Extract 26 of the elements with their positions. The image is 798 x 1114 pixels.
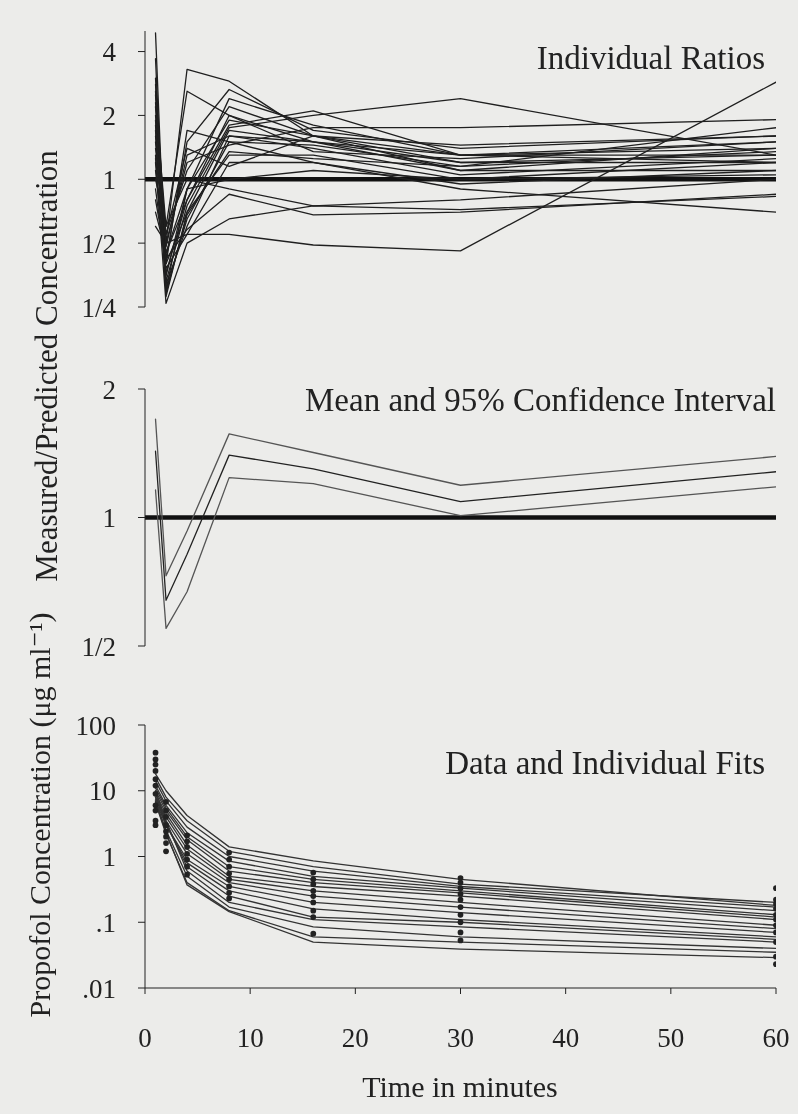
y-tick-label: 2 [102,101,116,131]
y-tick-label: 100 [75,710,116,741]
x-tick-label: 30 [447,1023,474,1054]
y-axis-title: Measured/Predicted Concentration [28,150,64,582]
y-tick-label: .01 [82,973,116,1004]
y-axis-title: Propofol Concentration (μg ml⁻¹) [23,612,56,1018]
y-tick-label: 1 [102,503,116,534]
y-tick-label: 10 [89,776,116,807]
y-tick-label: 1/4 [81,292,117,323]
chart-title: Individual Ratios [536,40,765,76]
chart-title: Mean and 95% Confidence Interval [305,382,776,418]
y-tick-label: 1 [102,842,116,873]
y-tick-label: 4 [102,37,117,68]
y-tick-label: .1 [95,907,116,938]
x-tick-label: 50 [657,1023,685,1054]
x-tick-label: 60 [762,1023,790,1054]
y-tick-label: 1/2 [81,228,116,259]
x-tick-label: 10 [236,1023,264,1054]
y-tick-label: 1 [102,164,116,195]
text: Data and Individual Fits [445,745,765,781]
y-tick-label: 1/2 [81,631,116,662]
y-tick-label: 2 [102,374,116,405]
x-tick-label: 20 [341,1023,369,1054]
x-axis-title: Time in minutes [362,1070,558,1103]
x-tick-label: 0 [138,1023,152,1054]
x-tick-label: 40 [552,1023,580,1054]
